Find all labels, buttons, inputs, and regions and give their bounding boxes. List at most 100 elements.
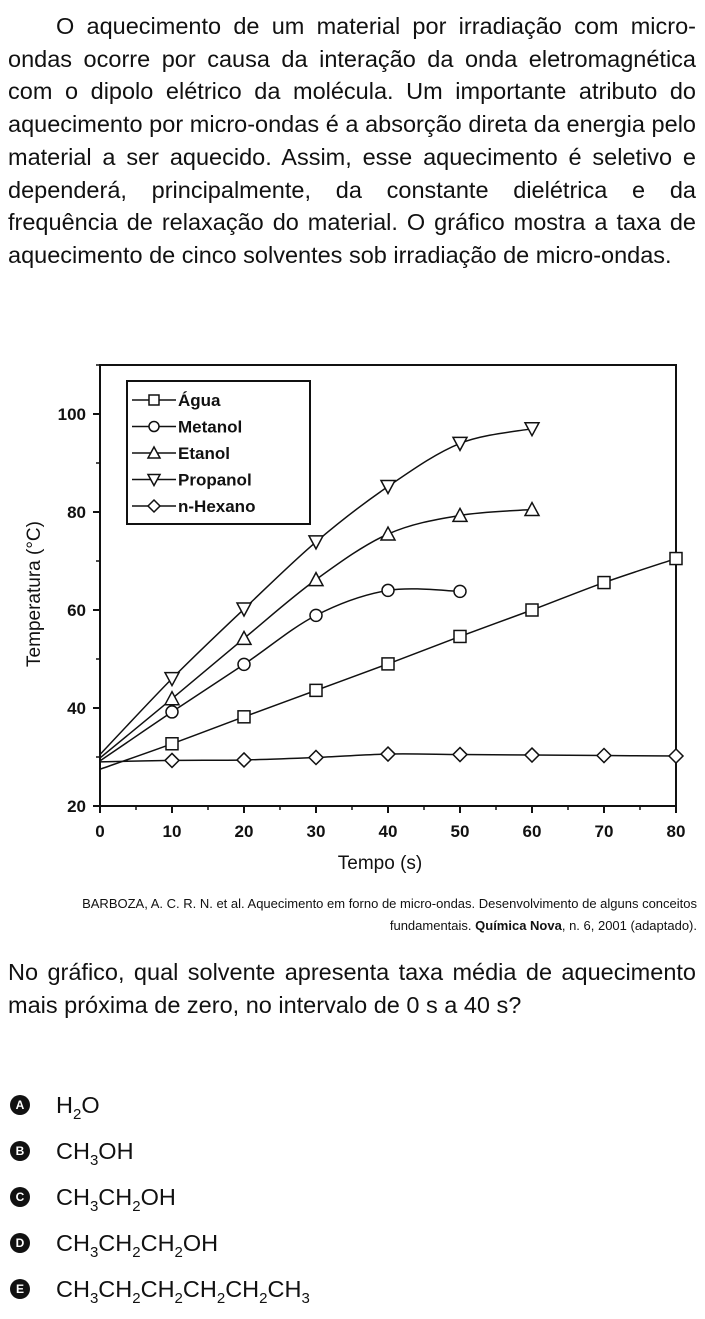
source-journal: Química Nova [475, 918, 562, 933]
source-text-1: BARBOZA, A. C. R. N. et al. Aquecimento … [82, 896, 697, 933]
data-point-metanol [165, 705, 179, 719]
legend-marker [148, 420, 160, 433]
x-tick-label: 40 [379, 822, 398, 841]
data-point-n-hexano [307, 749, 325, 766]
y-axis-ticks: 20 40 60 80 100 [58, 364, 100, 816]
x-tick-label: 50 [451, 822, 470, 841]
option-formula: CH3CH2OH [56, 1183, 176, 1214]
data-point-propanol [451, 436, 469, 452]
formula-subscript: 3 [89, 1243, 99, 1261]
x-tick-label: 10 [163, 822, 182, 841]
formula-group: CH [98, 1183, 133, 1210]
data-point-agua [165, 737, 179, 751]
data-point-metanol [381, 583, 395, 598]
option-letter-badge: E [10, 1279, 30, 1299]
option-formula: CH3OH [56, 1137, 134, 1168]
heating-rate-chart: 0 10 20 30 40 50 60 70 80 20 40 60 80 100 Água Metano… [24, 364, 685, 874]
data-point-n-hexano [235, 751, 253, 769]
x-tick-label: 30 [307, 822, 326, 841]
series-line-metanol [99, 588, 461, 762]
option-formula: H2O [56, 1091, 100, 1122]
formula-group: CH [98, 1229, 133, 1256]
data-point-n-hexano [379, 745, 397, 763]
formula-subscript: 3 [89, 1151, 99, 1169]
data-point-etanol [523, 500, 541, 517]
data-point-etanol [235, 629, 253, 646]
data-point-agua [669, 551, 683, 566]
formula-group: CH [56, 1137, 90, 1164]
source-citation: BARBOZA, A. C. R. N. et al. Aquecimento … [7, 893, 697, 937]
x-tick-label: 20 [235, 822, 254, 841]
data-point-etanol [307, 571, 325, 587]
x-tick-label: 80 [667, 822, 686, 841]
formula-subscript: 2 [72, 1105, 82, 1123]
data-point-n-hexano [163, 752, 181, 769]
data-point-agua [309, 683, 323, 698]
option-letter-badge: B [10, 1141, 30, 1161]
y-tick-label: 80 [67, 503, 86, 522]
x-tick-label: 0 [95, 822, 104, 841]
formula-group: OH [140, 1183, 176, 1210]
answer-options: A H2O B CH3OH C CH3CH2OH D CH3CH2CH2OH E CH3CH2CH… [8, 1082, 698, 1312]
formula-group: CH [98, 1275, 133, 1302]
intro-paragraph: O aquecimento de um material por irradia… [8, 13, 696, 268]
formula-group: CH [140, 1229, 175, 1256]
legend-marker [148, 394, 160, 406]
data-point-metanol [309, 608, 323, 623]
y-tick-label: 100 [58, 405, 86, 424]
legend-label: Água [178, 391, 221, 410]
formula-group: O [81, 1091, 100, 1118]
data-point-agua [453, 629, 467, 644]
option-letter-badge: C [10, 1187, 30, 1207]
y-axis-label: Temperatura (°C) [24, 521, 45, 667]
x-tick-label: 60 [523, 822, 542, 841]
data-point-n-hexano [451, 746, 469, 763]
legend-marker [146, 445, 162, 459]
option-letter-badge: A [10, 1095, 30, 1115]
data-point-n-hexano [667, 747, 685, 765]
y-tick-label: 40 [67, 699, 86, 718]
option-formula: CH3CH2CH2CH2CH2CH3 [56, 1275, 310, 1306]
legend-marker [146, 498, 162, 514]
x-axis-label: Tempo (s) [338, 853, 422, 874]
legend-label: Etanol [178, 444, 230, 463]
option-e[interactable]: E CH3CH2CH2CH2CH2CH3 [8, 1266, 698, 1312]
formula-group: CH [182, 1275, 217, 1302]
legend-label: Metanol [178, 418, 242, 437]
formula-group: CH [56, 1275, 90, 1302]
data-point-propanol [379, 479, 397, 496]
option-formula: CH3CH2CH2OH [56, 1229, 219, 1260]
formula-subscript: 3 [89, 1197, 99, 1215]
formula-subscript: 2 [132, 1243, 141, 1261]
data-point-propanol [235, 602, 253, 618]
formula-group: CH [225, 1275, 260, 1302]
source-text-2: , n. 6, 2001 (adaptado). [561, 918, 697, 933]
formula-group: OH [182, 1229, 219, 1256]
option-d[interactable]: D CH3CH2CH2OH [8, 1220, 698, 1266]
data-point-n-hexano [595, 747, 613, 764]
option-a[interactable]: A H2O [8, 1082, 698, 1128]
option-letter-badge: D [10, 1233, 30, 1253]
formula-subscript: 2 [259, 1289, 268, 1307]
data-point-propanol [163, 671, 181, 688]
data-point-etanol [379, 525, 397, 541]
formula-subscript: 3 [301, 1289, 310, 1307]
formula-group: CH [140, 1275, 175, 1302]
formula-group: H [56, 1091, 73, 1118]
option-b[interactable]: B CH3OH [8, 1128, 698, 1174]
data-point-propanol [307, 535, 325, 551]
y-tick-label: 60 [67, 601, 86, 620]
formula-subscript: 3 [89, 1289, 99, 1307]
question-text: No gráfico, qual solvente apresenta taxa… [8, 959, 696, 1018]
legend: Água Metanol Etanol Propanol n-Hexano [126, 380, 311, 525]
data-point-metanol [453, 584, 467, 599]
data-point-n-hexano [523, 746, 541, 764]
formula-subscript: 2 [174, 1243, 183, 1261]
formula-group: OH [98, 1137, 134, 1164]
data-point-agua [525, 603, 539, 617]
x-tick-label: 70 [595, 822, 614, 841]
x-axis-ticks: 0 10 20 30 40 50 60 70 80 [95, 806, 685, 841]
data-point-etanol [163, 690, 181, 706]
legend-label: Propanol [178, 471, 252, 490]
option-c[interactable]: C CH3CH2OH [8, 1174, 698, 1220]
